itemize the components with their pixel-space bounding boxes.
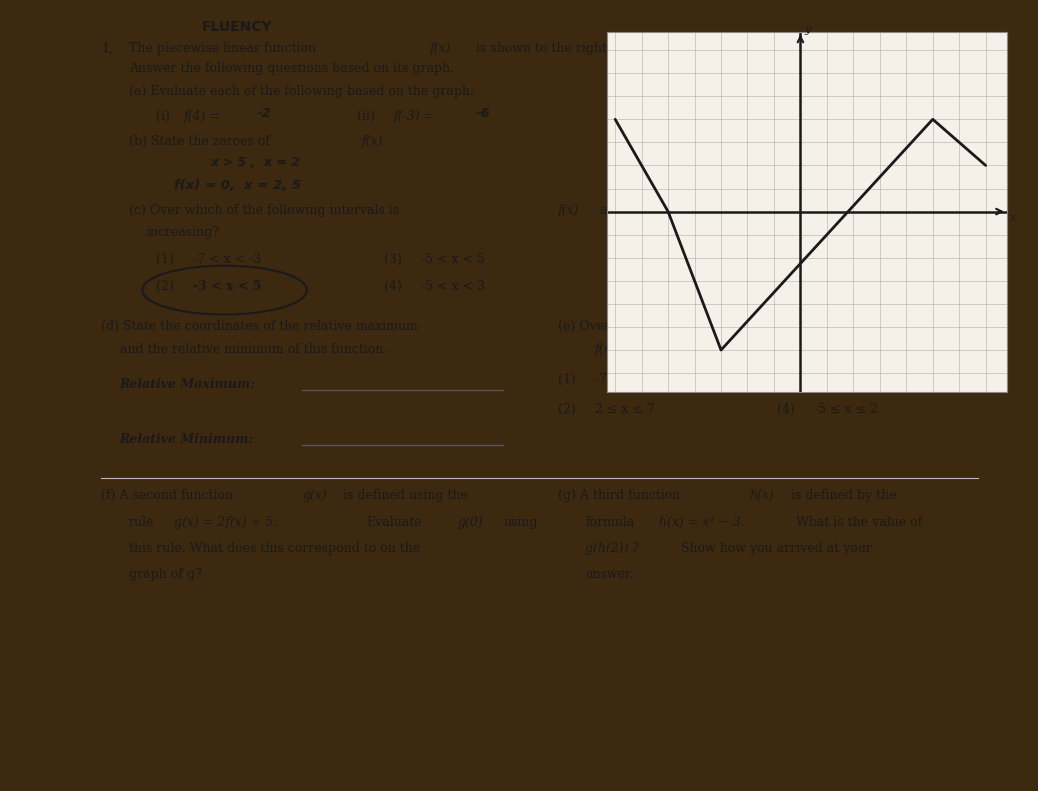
Text: h(x) = x³ − 3.: h(x) = x³ − 3. bbox=[658, 516, 744, 528]
Text: -5 < x < 3: -5 < x < 3 bbox=[421, 280, 485, 293]
Text: (2): (2) bbox=[558, 403, 576, 416]
Text: and the relative minimum of this function.: and the relative minimum of this functio… bbox=[119, 343, 387, 356]
Text: g(x) = 2f(x) + 5.: g(x) = 2f(x) + 5. bbox=[174, 516, 277, 528]
Text: x: x bbox=[1010, 213, 1016, 223]
Text: 1,: 1, bbox=[102, 42, 113, 55]
Text: -5 < x < 2: -5 < x < 2 bbox=[814, 373, 878, 386]
Text: (4): (4) bbox=[777, 403, 795, 416]
Text: -5 < x < 5: -5 < x < 5 bbox=[421, 252, 485, 266]
Text: always: always bbox=[599, 203, 643, 217]
Text: (2): (2) bbox=[156, 280, 174, 293]
Text: -7 < x < -3: -7 < x < -3 bbox=[595, 373, 662, 386]
Text: this rule. What does this correspond to on the: this rule. What does this correspond to … bbox=[129, 542, 419, 554]
Text: (b) State the zeroes of: (b) State the zeroes of bbox=[129, 134, 270, 148]
Text: f(-3) =: f(-3) = bbox=[393, 110, 435, 123]
Text: (a) Evaluate each of the following based on the graph:: (a) Evaluate each of the following based… bbox=[129, 85, 473, 98]
Text: Show how you arrived at your: Show how you arrived at your bbox=[681, 542, 872, 554]
Text: h(x): h(x) bbox=[749, 489, 774, 502]
Text: What is the value of: What is the value of bbox=[795, 516, 922, 528]
Text: Evaluate: Evaluate bbox=[366, 516, 421, 528]
Text: increasing?: increasing? bbox=[147, 226, 220, 239]
Text: is shown to the right.: is shown to the right. bbox=[475, 42, 610, 55]
Text: f(x): f(x) bbox=[558, 203, 579, 217]
Text: -2: -2 bbox=[256, 108, 271, 120]
Text: (c) Over which of the following intervals is: (c) Over which of the following interval… bbox=[129, 203, 399, 217]
Text: g(h(2)) ?: g(h(2)) ? bbox=[585, 542, 639, 554]
Text: using: using bbox=[503, 516, 538, 528]
Text: f(x) = 0,  x = 2, 5: f(x) = 0, x = 2, 5 bbox=[174, 179, 301, 192]
Text: f(x): f(x) bbox=[430, 42, 452, 55]
Text: -7 < x < -3: -7 < x < -3 bbox=[193, 252, 261, 266]
Text: g(x): g(x) bbox=[302, 489, 327, 502]
Text: (f) A second function: (f) A second function bbox=[102, 489, 234, 502]
Text: (d) State the coordinates of the relative maximum: (d) State the coordinates of the relativ… bbox=[102, 320, 418, 333]
Text: Relative Maximum:: Relative Maximum: bbox=[119, 378, 255, 391]
Text: is defined by the: is defined by the bbox=[791, 489, 897, 502]
Text: answer.: answer. bbox=[585, 568, 634, 581]
Text: Answer the following questions based on its graph.: Answer the following questions based on … bbox=[129, 62, 454, 75]
Text: -6: -6 bbox=[475, 108, 491, 120]
Text: -5 ≤ x ≤ 2: -5 ≤ x ≤ 2 bbox=[814, 403, 878, 416]
Text: The piecewise linear function: The piecewise linear function bbox=[129, 42, 316, 55]
Text: (1): (1) bbox=[156, 252, 174, 266]
Text: (e) Over which of the following intervals is: (e) Over which of the following interval… bbox=[558, 320, 828, 333]
Text: f(4) =: f(4) = bbox=[184, 110, 220, 123]
Text: (ii): (ii) bbox=[357, 110, 375, 123]
Text: g(0): g(0) bbox=[458, 516, 484, 528]
Text: (3): (3) bbox=[777, 373, 795, 386]
Text: (3): (3) bbox=[384, 252, 403, 266]
Text: (4): (4) bbox=[384, 280, 403, 293]
Text: 2 ≤ x ≤ 7: 2 ≤ x ≤ 7 bbox=[595, 403, 654, 416]
Text: (1): (1) bbox=[558, 373, 576, 386]
Text: (i): (i) bbox=[156, 110, 170, 123]
Text: Relative Minimum:: Relative Minimum: bbox=[119, 433, 253, 446]
Text: -3 < x < 5: -3 < x < 5 bbox=[193, 280, 261, 293]
Text: graph of g?: graph of g? bbox=[129, 568, 201, 581]
Text: f(x) < 0 ?: f(x) < 0 ? bbox=[595, 343, 653, 356]
Text: (g) A third function: (g) A third function bbox=[558, 489, 680, 502]
Text: FLUENCY: FLUENCY bbox=[201, 20, 272, 33]
Text: f(x).: f(x). bbox=[361, 134, 387, 148]
Text: x > 5 ,  x = 2: x > 5 , x = 2 bbox=[211, 157, 301, 169]
Text: y: y bbox=[804, 25, 811, 35]
Text: is defined using the: is defined using the bbox=[344, 489, 468, 502]
Text: formula: formula bbox=[585, 516, 635, 528]
Text: rule: rule bbox=[129, 516, 154, 528]
